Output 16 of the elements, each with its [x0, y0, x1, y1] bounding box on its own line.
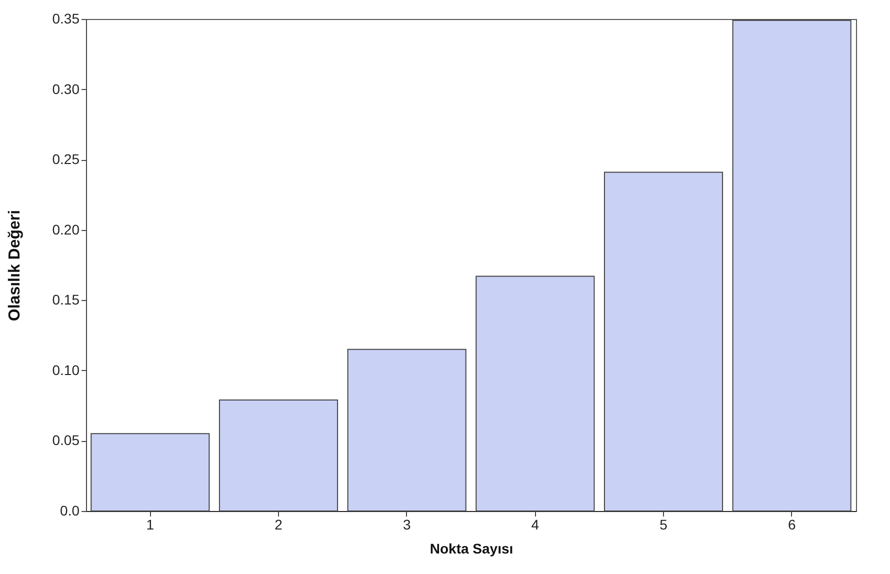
x-axis-title: Nokta Sayısı	[430, 540, 514, 556]
y-tick-label: 0.10	[52, 362, 80, 378]
x-tick-label: 6	[788, 516, 796, 532]
x-tick-label: 5	[660, 516, 668, 532]
y-tick-label: 0.25	[52, 151, 80, 168]
y-tick-label: 0.30	[52, 80, 80, 97]
y-axis-title: Olasılık Değeri	[6, 210, 24, 322]
y-tick-label: 0.35	[52, 10, 80, 26]
x-tick-label: 2	[274, 516, 283, 532]
y-tick-label: 0.0	[60, 502, 80, 518]
x-tick-label: 4	[531, 516, 540, 532]
x-tick-label: 1	[146, 516, 154, 532]
y-tick-label: 0.15	[52, 292, 80, 308]
y-tick-label: 0.20	[52, 221, 80, 238]
x-tick-label: 3	[402, 516, 411, 532]
y-tick-label: 0.05	[52, 432, 80, 448]
